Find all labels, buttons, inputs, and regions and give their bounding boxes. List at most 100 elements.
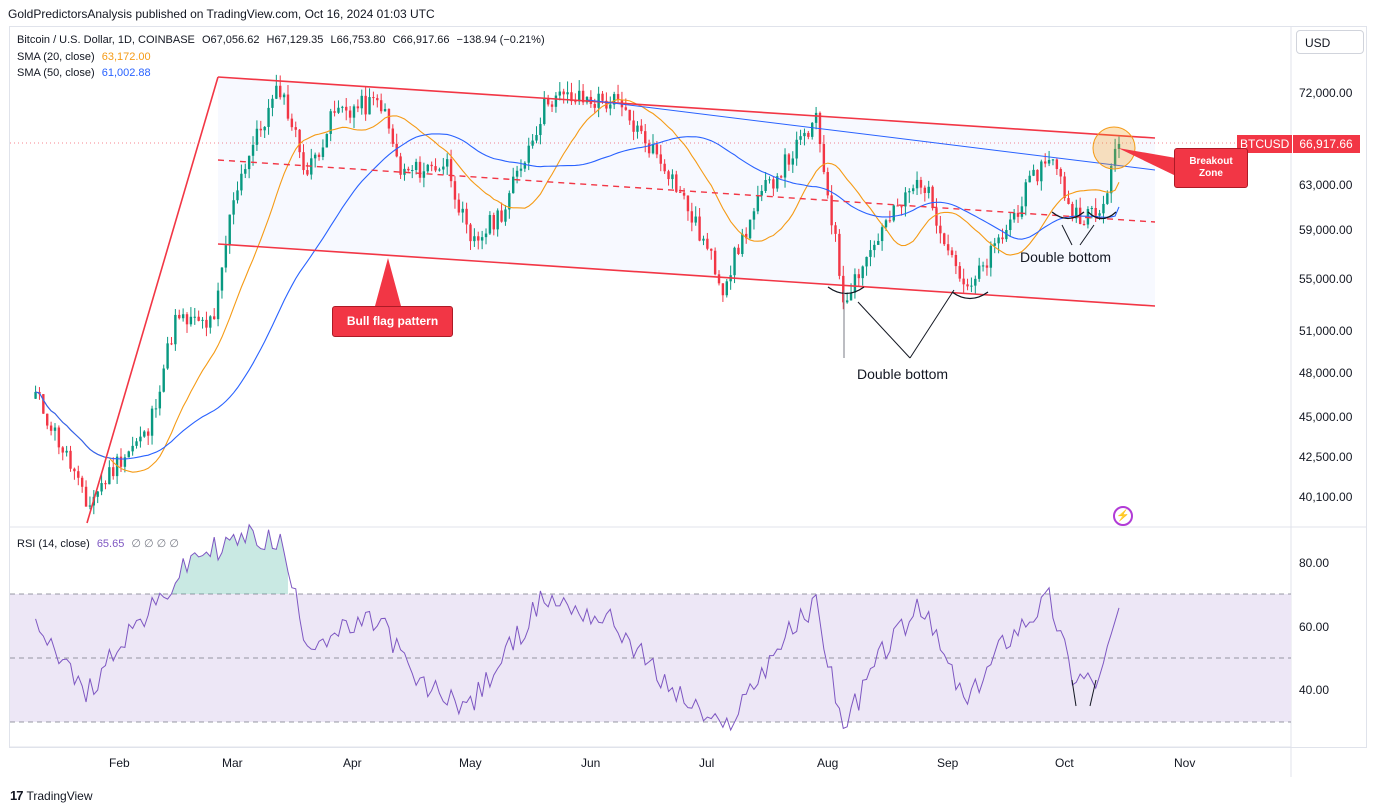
candle-body bbox=[558, 91, 562, 96]
candle-body bbox=[275, 85, 278, 99]
candle-body bbox=[776, 176, 779, 189]
candle-body bbox=[418, 161, 422, 178]
candle-body bbox=[779, 176, 783, 178]
candle-body bbox=[193, 316, 196, 318]
candle-body bbox=[146, 431, 150, 436]
candle-body bbox=[970, 285, 973, 287]
candle-body bbox=[247, 155, 251, 170]
candle-body bbox=[531, 140, 534, 146]
candle-body bbox=[1063, 176, 1066, 199]
candle-body bbox=[329, 111, 332, 134]
candle-body bbox=[981, 265, 985, 267]
rsi-arrow bbox=[1089, 679, 1097, 707]
candle-body bbox=[985, 265, 989, 268]
flag-lower-line bbox=[217, 243, 1156, 307]
candle-body bbox=[974, 278, 977, 286]
candle-body bbox=[302, 152, 305, 171]
candle-body bbox=[904, 192, 907, 207]
candle-body bbox=[271, 98, 274, 108]
bull-flag-callout[interactable]: Bull flag pattern bbox=[332, 306, 453, 337]
candle-body bbox=[360, 95, 363, 109]
flag-upper-line bbox=[217, 76, 1156, 139]
tradingview-logo[interactable]: 17 TradingView bbox=[10, 788, 93, 803]
candle-body bbox=[919, 179, 923, 188]
annotation-arrow bbox=[1079, 224, 1095, 246]
last-price-label: BTCUSD 66,917.66 bbox=[1237, 135, 1360, 153]
candle-body bbox=[244, 169, 247, 174]
candle-body bbox=[321, 147, 325, 157]
candle-body bbox=[143, 431, 146, 437]
candle-body bbox=[814, 112, 818, 123]
candle-body bbox=[682, 192, 686, 196]
breakout-line2: Zone bbox=[1199, 168, 1223, 179]
candle-body bbox=[453, 181, 457, 200]
candle-body bbox=[108, 467, 111, 485]
candle-body bbox=[1040, 161, 1043, 182]
candle-body bbox=[267, 107, 270, 127]
candle-body bbox=[935, 208, 938, 226]
candle-body bbox=[240, 173, 243, 191]
candle-body bbox=[313, 154, 317, 159]
candle-body bbox=[345, 106, 348, 111]
candle-body bbox=[279, 85, 282, 98]
candle-body bbox=[838, 233, 841, 276]
legend-open: O67,056.62 bbox=[201, 34, 260, 46]
candle-body bbox=[737, 247, 740, 254]
candle-body bbox=[807, 132, 810, 137]
candle-body bbox=[1001, 237, 1004, 240]
price-tick: 40,100.00 bbox=[1299, 490, 1353, 504]
candle-body bbox=[112, 467, 115, 477]
month-tick: Aug bbox=[817, 756, 839, 770]
candle-body bbox=[263, 126, 266, 131]
price-tick: 55,000.00 bbox=[1299, 272, 1353, 286]
candle-body bbox=[803, 132, 806, 137]
breakout-circle bbox=[1092, 126, 1136, 170]
candle-body bbox=[628, 109, 631, 121]
candle-body bbox=[232, 200, 235, 215]
annotation-arrow bbox=[909, 289, 955, 359]
tradingview-brand: TradingView bbox=[26, 788, 93, 803]
candle-body bbox=[884, 220, 888, 228]
candle-body bbox=[391, 128, 395, 144]
candle-body bbox=[387, 109, 391, 129]
candle-body bbox=[647, 143, 651, 154]
candle-body bbox=[488, 215, 492, 234]
candle-body bbox=[931, 186, 934, 209]
candle-body bbox=[962, 278, 965, 285]
candle-body bbox=[220, 267, 224, 291]
candle-body bbox=[880, 227, 884, 242]
candle-body bbox=[53, 427, 57, 431]
candle-body bbox=[927, 186, 930, 194]
candle-body bbox=[170, 343, 173, 345]
overlays bbox=[86, 76, 1176, 524]
candle-body bbox=[508, 193, 511, 210]
breakout-zone-callout[interactable]: Breakout Zone bbox=[1174, 148, 1248, 188]
candle-body bbox=[166, 343, 169, 369]
candle-body bbox=[632, 120, 635, 132]
candle-body bbox=[1090, 207, 1094, 210]
candle-body bbox=[811, 122, 814, 137]
candle-body bbox=[77, 471, 80, 478]
rsi-tick: 60.00 bbox=[1299, 620, 1330, 634]
candle-body bbox=[1028, 175, 1031, 183]
double-bottom-arc bbox=[827, 286, 865, 295]
candle-body bbox=[1036, 169, 1039, 182]
candle-body bbox=[57, 427, 61, 448]
candle-body bbox=[104, 483, 107, 485]
candle-body bbox=[915, 179, 919, 189]
candle-body bbox=[1106, 193, 1109, 204]
currency-button[interactable]: USD bbox=[1296, 30, 1364, 54]
month-tick: Feb bbox=[109, 756, 130, 770]
candle-body bbox=[399, 156, 402, 175]
candle-body bbox=[426, 164, 429, 172]
candle-body bbox=[888, 220, 892, 222]
legend-sma20: SMA (20, close) 63,172.00 bbox=[17, 51, 151, 63]
rsi-arrow bbox=[1071, 679, 1077, 707]
candle-body bbox=[702, 238, 705, 241]
candle-body bbox=[923, 187, 927, 194]
candle-body bbox=[178, 314, 181, 319]
lightning-icon[interactable]: ⚡ bbox=[1113, 506, 1133, 526]
candle-body bbox=[411, 170, 414, 172]
candle-body bbox=[251, 144, 255, 156]
